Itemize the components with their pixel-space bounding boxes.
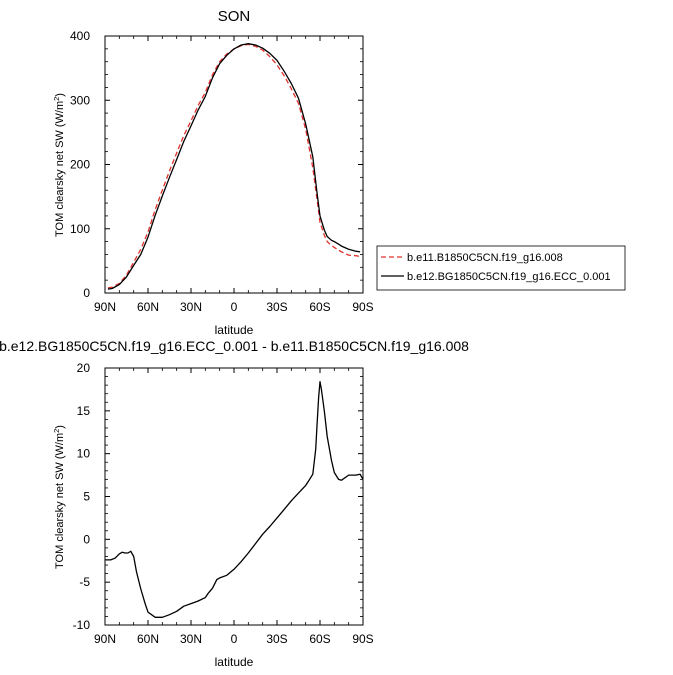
panel1-series-line-1 (107, 43, 361, 289)
panel1-plot-area: 90N 60N 30N 0 30S 60S 90S 0 100 200 300 400 (70, 29, 374, 314)
panel2-xtick-label: 60S (309, 632, 330, 646)
panel1-ytick-label: 200 (70, 158, 90, 172)
panel1-xtick-label: 60S (309, 300, 330, 314)
panel1-ytick-label: 0 (83, 286, 90, 300)
panel1-ytick-label: 300 (70, 93, 90, 107)
legend-box (376, 245, 626, 291)
panel1-xlabel: latitude (215, 323, 254, 337)
legend: b.e11.B1850C5CN.f19_g16.008 b.e12.BG1850… (376, 245, 626, 291)
panel2-series-line-1 (105, 381, 364, 618)
panel2-xlabel: latitude (215, 655, 254, 669)
panel1-xtick-label: 30N (180, 300, 202, 314)
panel1-series-line-2 (107, 43, 361, 290)
panel2-ytick-label: -10 (73, 618, 91, 632)
panel1-title: SON (218, 8, 251, 25)
panel2-ylabel: TOM clearsky net SW (W/m2) (52, 425, 66, 569)
panel2-ytick-label: -5 (79, 575, 90, 589)
panel1-xtick-label: 90N (94, 300, 116, 314)
panel1-ylabel: TOM clearsky net SW (W/m2) (52, 93, 66, 237)
panel2-plot-area: 90N 60N 30N 0 30S 60S 90S -10 -5 0 5 10 15 20 (73, 361, 374, 646)
panel2-ytick-label: 15 (77, 404, 91, 418)
panel2-xtick-label: 60N (137, 632, 159, 646)
panel2-xtick-label: 30N (180, 632, 202, 646)
panel2-ytick-label: 20 (77, 361, 91, 375)
panel2-ytick-label: 0 (83, 532, 90, 546)
panel2-xtick-label: 90S (352, 632, 373, 646)
panel1-xtick-label: 60N (137, 300, 159, 314)
panel2-ytick-label: 10 (77, 447, 91, 461)
panel2-ytick-label: 5 (83, 490, 90, 504)
legend-label-series-2: b.e12.BG1850C5CN.f19_g16.ECC_0.001 (407, 271, 611, 283)
panel2-xtick-label: 90N (94, 632, 116, 646)
panel1-xtick-label: 0 (231, 300, 238, 314)
panel1-xtick-label: 30S (266, 300, 287, 314)
panel1-ytick-label: 100 (70, 222, 90, 236)
legend-label-series-1: b.e11.B1850C5CN.f19_g16.008 (407, 252, 563, 264)
panel2-title: b.e12.BG1850C5CN.f19_g16.ECC_0.001 - b.e… (0, 338, 469, 354)
panel1-xtick-label: 90S (352, 300, 373, 314)
panel1-ytick-label: 400 (70, 29, 90, 43)
panel2-xtick-label: 0 (231, 632, 238, 646)
panel2-xtick-label: 30S (266, 632, 287, 646)
panel1-frame (104, 35, 364, 294)
